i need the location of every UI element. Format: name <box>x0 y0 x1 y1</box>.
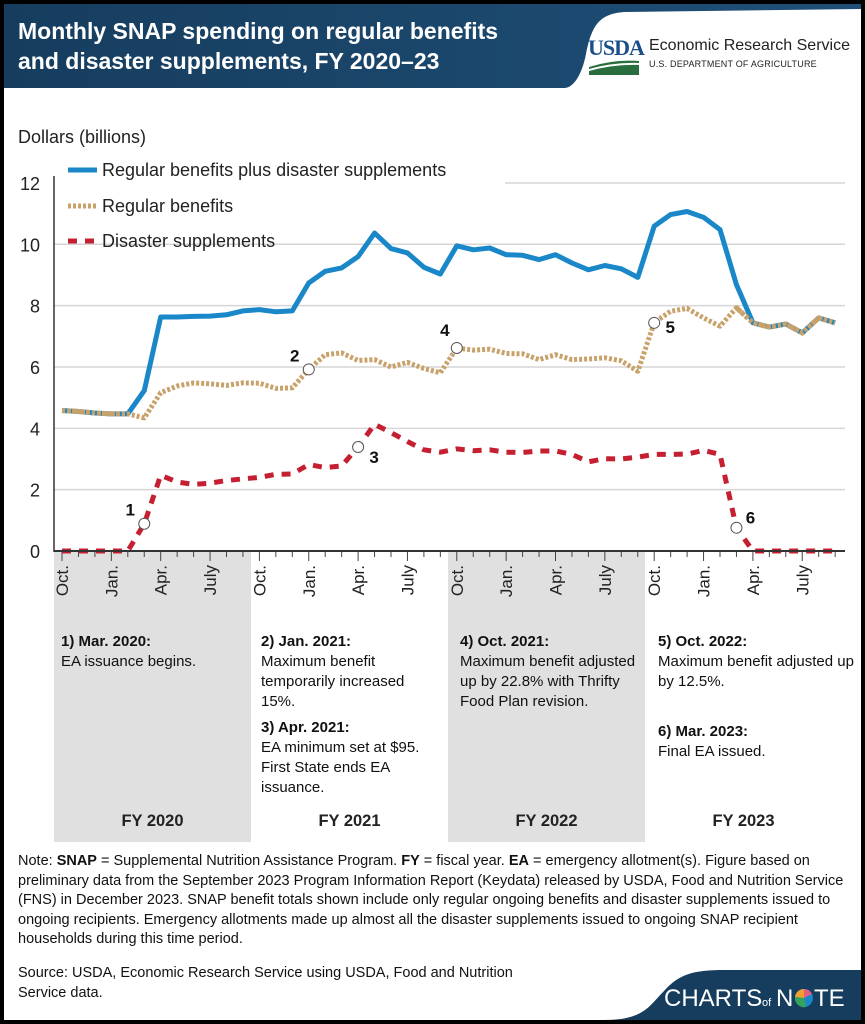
charts-of-note-logo: CHARTS of N TE <box>604 970 861 1020</box>
y-tick-label: 2 <box>30 481 40 501</box>
event-marker <box>302 363 315 376</box>
svg-text:CHARTS: CHARTS <box>664 985 762 1012</box>
y-tick-label: 0 <box>30 542 40 562</box>
annotation-6: 6) Mar. 2023: Final EA issued. <box>658 722 858 762</box>
legend-label: Regular benefits plus disaster supplemen… <box>102 160 446 180</box>
x-tick-label: Oct. <box>250 565 269 596</box>
y-tick-label: 4 <box>30 419 40 439</box>
event-marker <box>450 341 463 354</box>
fy-band <box>54 552 251 842</box>
usda-logo: USDA <box>588 35 645 60</box>
y-tick-label: 8 <box>30 297 40 317</box>
legend-label: Disaster supplements <box>102 231 275 251</box>
svg-text:TE: TE <box>814 985 845 1012</box>
event-marker <box>352 441 365 454</box>
department-name: U.S. DEPARTMENT OF AGRICULTURE <box>649 59 817 69</box>
series-overlap <box>734 305 836 336</box>
x-tick-label: Oct. <box>645 565 664 596</box>
series-overlap <box>61 408 128 417</box>
annotation-body: Maximum benefit temporarily increased 15… <box>261 653 405 710</box>
annotation-5: 5) Oct. 2022: Maximum benefit adjusted up… <box>658 632 858 692</box>
fy-label: FY 2020 <box>121 812 184 830</box>
x-tick-label: Oct. <box>53 565 72 596</box>
svg-text:of: of <box>762 997 772 1009</box>
note-text: = fiscal year. <box>419 853 509 869</box>
x-tick-label: Jan. <box>695 565 714 597</box>
x-tick-label: Apr. <box>744 565 763 595</box>
usda-logo-fields-icon <box>589 60 639 75</box>
svg-text:N: N <box>776 985 793 1012</box>
x-tick-label: Apr. <box>349 565 368 595</box>
annotation-body: Final EA issued. <box>658 743 766 760</box>
event-marker-label: 3 <box>369 448 378 467</box>
note-term: SNAP <box>56 853 97 869</box>
event-marker <box>730 521 743 534</box>
annotation-1: 1) Mar. 2020: EA issuance begins. <box>61 632 246 672</box>
fy-label: FY 2022 <box>515 812 578 830</box>
annotation-body: EA minimum set at $95. First State ends … <box>261 739 420 796</box>
x-tick-label: Jan. <box>497 565 516 597</box>
annotation-head: 1) Mar. 2020: <box>61 633 152 650</box>
event-marker <box>648 316 661 329</box>
x-tick-label: Jan. <box>300 565 319 597</box>
fy-label: FY 2023 <box>712 812 775 830</box>
event-marker-label: 2 <box>290 346 299 365</box>
x-tick-label: Apr. <box>547 565 566 595</box>
series-line-2 <box>62 421 836 554</box>
note-term: FY <box>401 853 420 869</box>
event-marker <box>138 517 151 530</box>
annotation-3: 3) Apr. 2021: EA minimum set at $95. Firs… <box>261 718 446 798</box>
y-tick-label: 10 <box>20 235 40 255</box>
annotation-head: 2) Jan. 2021: <box>261 633 352 650</box>
series-line-0 <box>61 209 836 417</box>
x-tick-label: Jan. <box>102 565 121 597</box>
x-tick-label: July <box>398 565 417 596</box>
x-tick-label: July <box>596 565 615 596</box>
page-title: Monthly SNAP spending on regular benefit… <box>18 18 499 74</box>
x-tick-label: July <box>201 565 220 596</box>
event-marker-label: 5 <box>665 318 674 337</box>
annotation-head: 3) Apr. 2021: <box>261 719 350 736</box>
fy-label: FY 2021 <box>318 812 381 830</box>
agency-name: Economic Research Service <box>649 37 850 54</box>
legend-label: Regular benefits <box>102 196 233 216</box>
source: Source: USDA, Economic Research Service … <box>18 965 513 1001</box>
note: Note: SNAP = Supplemental Nutrition Assi… <box>18 852 858 950</box>
note-term: EA <box>508 853 529 869</box>
annotation-body: Maximum benefit adjusted up by 22.8% wit… <box>460 653 636 710</box>
chart-panel: Monthly SNAP spending on regular benefit… <box>4 4 861 1020</box>
note-prefix: Note: <box>18 853 57 869</box>
annotation-2: 2) Jan. 2021: Maximum benefit temporarily… <box>261 632 441 712</box>
annotation-body: EA issuance begins. <box>61 653 197 670</box>
annotation-head: 6) Mar. 2023: <box>658 723 749 740</box>
note-text: = Supplemental Nutrition Assistance Prog… <box>96 853 402 869</box>
x-tick-label: Apr. <box>152 565 171 595</box>
y-axis-label: Dollars (billions) <box>18 127 146 147</box>
annotation-body: Maximum benefit adjusted up by 12.5%. <box>658 653 854 690</box>
annotation-head: 4) Oct. 2021: <box>460 633 550 650</box>
y-tick-label: 6 <box>30 358 40 378</box>
note-text: = emergency allotment(s). Figure based o… <box>18 853 844 947</box>
annotation-head: 5) Oct. 2022: <box>658 633 748 650</box>
event-marker-label: 1 <box>126 501 135 520</box>
event-marker-label: 4 <box>440 321 450 340</box>
x-tick-label: Oct. <box>448 565 467 596</box>
annotation-4: 4) Oct. 2021: Maximum benefit adjusted up… <box>460 632 640 712</box>
series-line-1 <box>61 305 836 421</box>
event-marker-label: 6 <box>746 509 755 528</box>
fy-band <box>448 552 645 842</box>
y-tick-label: 12 <box>20 174 40 194</box>
x-tick-label: July <box>793 565 812 596</box>
